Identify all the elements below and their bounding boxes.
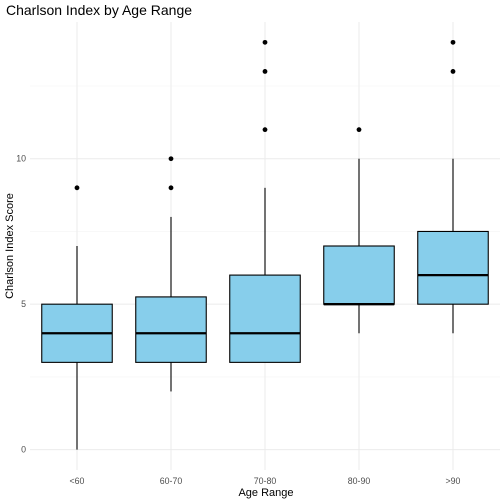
x-axis-tick-labels: <60 60-70 70-80 80-90 >90 (70, 476, 461, 486)
box-group (229, 39, 301, 363)
x-tick-label: 80-90 (348, 476, 371, 486)
y-tick-label: 0 (21, 445, 26, 455)
y-axis-tick-labels: 0 5 10 (16, 154, 26, 455)
outlier-point (74, 185, 80, 191)
box-iqr (135, 296, 207, 363)
box-iqr (417, 230, 489, 305)
x-tick-label: <60 (70, 476, 85, 486)
outlier-point (168, 156, 174, 162)
outlier-point (168, 185, 174, 191)
outlier-point (356, 127, 362, 133)
outlier-point (450, 39, 456, 45)
outlier-point (262, 127, 268, 133)
box-iqr (229, 274, 301, 363)
box-group (41, 185, 113, 450)
outlier-point (450, 69, 456, 74)
x-tick-label: >90 (446, 476, 461, 486)
box-group (323, 127, 395, 334)
x-axis-title: Age Range (238, 487, 293, 499)
outlier-point (262, 69, 268, 74)
box-group (417, 39, 489, 334)
boxes-layer (41, 39, 489, 450)
chart-title: Charlson Index by Age Range (6, 2, 192, 18)
box-iqr (323, 245, 395, 305)
outlier-point (262, 39, 268, 45)
y-axis-title: Charlson Index Score (4, 193, 16, 299)
box-group (135, 156, 207, 392)
y-tick-label: 5 (21, 299, 26, 309)
x-tick-label: 60-70 (160, 476, 183, 486)
x-tick-label: 70-80 (254, 476, 277, 486)
y-tick-label: 10 (16, 154, 26, 164)
